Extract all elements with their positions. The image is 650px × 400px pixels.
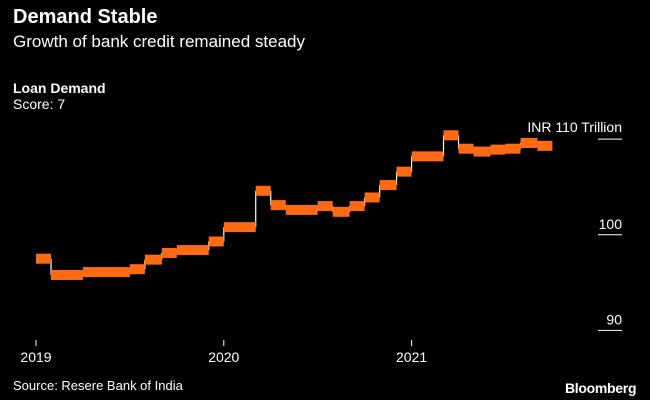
series-step-11 — [285, 204, 318, 215]
series-step-18 — [411, 151, 444, 162]
series-step-14 — [349, 201, 365, 212]
series-step-0 — [36, 253, 52, 264]
chart-title: Demand Stable — [13, 6, 158, 28]
axis-layer — [35, 138, 622, 346]
series-step-13 — [332, 206, 350, 217]
label-layer: 2019 2020 2021 100 90 INR 110 Trillion — [20, 119, 622, 365]
y-tick-label-90: 90 — [606, 311, 622, 327]
y-unit-label: INR 110 Trillion — [527, 119, 622, 135]
series-step-23 — [505, 143, 521, 154]
y-tick-label-100: 100 — [599, 216, 623, 232]
series-step-2 — [82, 267, 130, 278]
series-step-19 — [443, 130, 459, 141]
series-step-7 — [208, 236, 224, 247]
source-note: Source: Resere Bank of India — [13, 378, 183, 393]
x-tick-label-2020: 2020 — [208, 349, 239, 365]
series-step-4 — [144, 254, 162, 265]
x-tick-label-2021: 2021 — [396, 349, 427, 365]
series-layer — [36, 130, 553, 280]
series-step-21 — [473, 146, 491, 157]
series-step-12 — [317, 201, 333, 212]
x-tick-label-2019: 2019 — [20, 349, 51, 365]
chart-subtitle: Growth of bank credit remained steady — [13, 32, 305, 51]
brand-logo: Bloomberg — [565, 380, 637, 396]
series-step-22 — [490, 144, 506, 155]
series-step-8 — [223, 222, 256, 233]
series-step-25 — [537, 140, 553, 151]
series-step-9 — [255, 185, 271, 196]
panel-title: Loan Demand — [13, 80, 106, 96]
series-step-10 — [270, 200, 286, 211]
series-step-17 — [396, 166, 412, 177]
series-step-20 — [458, 143, 474, 154]
series-step-5 — [161, 247, 177, 258]
series-step-6 — [176, 245, 209, 256]
series-step-3 — [129, 264, 145, 275]
panel-score: Score: 7 — [13, 96, 66, 112]
series-step-24 — [520, 137, 538, 148]
series-step-15 — [364, 192, 380, 203]
series-step-16 — [379, 180, 397, 191]
series-step-1 — [51, 269, 83, 280]
